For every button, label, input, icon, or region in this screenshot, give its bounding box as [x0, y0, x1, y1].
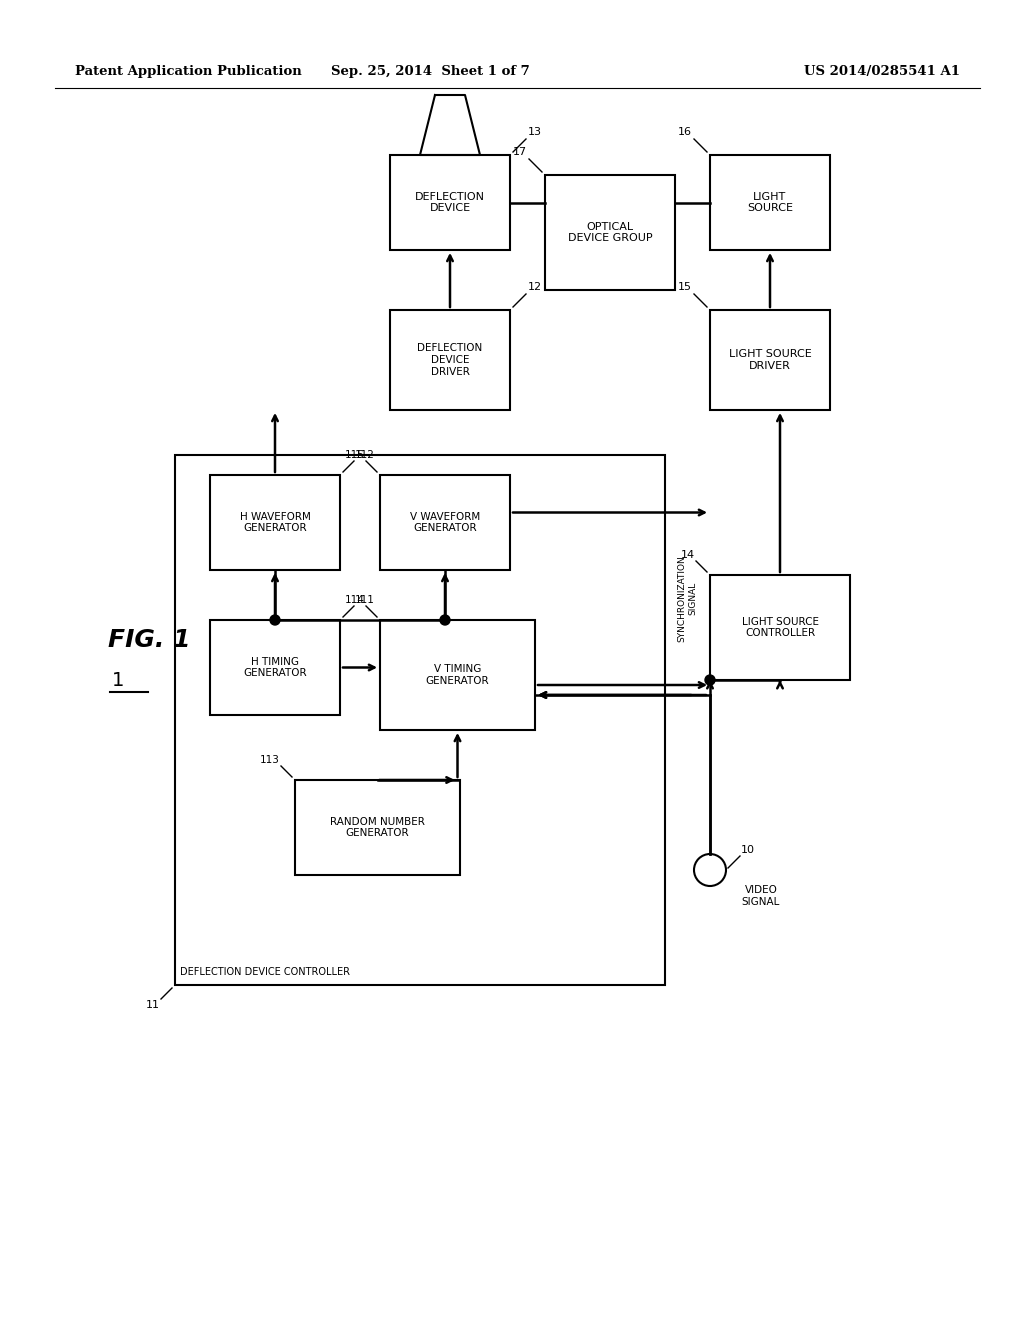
Text: 10: 10 — [741, 845, 755, 855]
Text: OPTICAL
DEVICE GROUP: OPTICAL DEVICE GROUP — [567, 222, 652, 243]
Text: SYNCHRONIZATION
SIGNAL: SYNCHRONIZATION SIGNAL — [678, 556, 697, 642]
Text: 115: 115 — [345, 450, 365, 459]
Bar — [710, 576, 850, 680]
Text: VIDEO
SIGNAL: VIDEO SIGNAL — [741, 884, 780, 907]
Text: V TIMING
GENERATOR: V TIMING GENERATOR — [426, 664, 489, 686]
Text: Patent Application Publication: Patent Application Publication — [75, 66, 302, 78]
Text: FIG. 1: FIG. 1 — [108, 628, 190, 652]
Bar — [710, 310, 830, 411]
Bar — [380, 475, 510, 570]
Text: 12: 12 — [528, 282, 542, 292]
Circle shape — [705, 675, 715, 685]
Text: LIGHT SOURCE
CONTROLLER: LIGHT SOURCE CONTROLLER — [741, 616, 818, 639]
Text: LIGHT
SOURCE: LIGHT SOURCE — [746, 191, 793, 214]
Circle shape — [270, 615, 280, 624]
Text: 17: 17 — [513, 147, 527, 157]
Text: 1: 1 — [112, 671, 124, 689]
Text: LIGHT SOURCE
DRIVER: LIGHT SOURCE DRIVER — [729, 350, 811, 371]
Bar — [710, 154, 830, 249]
Circle shape — [694, 854, 726, 886]
Text: 112: 112 — [355, 450, 375, 459]
Text: DEFLECTION
DEVICE: DEFLECTION DEVICE — [415, 191, 485, 214]
Bar — [295, 780, 460, 875]
Text: 13: 13 — [528, 127, 542, 137]
Text: 15: 15 — [678, 282, 692, 292]
Text: US 2014/0285541 A1: US 2014/0285541 A1 — [804, 66, 961, 78]
Text: RANDOM NUMBER
GENERATOR: RANDOM NUMBER GENERATOR — [330, 817, 425, 838]
Bar — [380, 620, 535, 730]
Text: 114: 114 — [345, 595, 365, 605]
Text: DEFLECTION
DEVICE
DRIVER: DEFLECTION DEVICE DRIVER — [418, 343, 482, 376]
Text: Sep. 25, 2014  Sheet 1 of 7: Sep. 25, 2014 Sheet 1 of 7 — [331, 66, 529, 78]
Text: 111: 111 — [355, 595, 375, 605]
Text: 11: 11 — [146, 1001, 160, 1010]
Text: H TIMING
GENERATOR: H TIMING GENERATOR — [243, 657, 307, 678]
Text: V WAVEFORM
GENERATOR: V WAVEFORM GENERATOR — [410, 512, 480, 533]
Text: DEFLECTION DEVICE CONTROLLER: DEFLECTION DEVICE CONTROLLER — [180, 968, 350, 977]
Bar — [390, 154, 510, 249]
Bar — [545, 176, 675, 290]
Text: 16: 16 — [678, 127, 692, 137]
Text: 113: 113 — [260, 755, 280, 766]
Bar — [175, 455, 665, 985]
Bar — [390, 310, 510, 411]
Text: 14: 14 — [681, 550, 695, 560]
Bar — [210, 620, 340, 715]
Text: H WAVEFORM
GENERATOR: H WAVEFORM GENERATOR — [240, 512, 310, 533]
Bar — [210, 475, 340, 570]
Circle shape — [440, 615, 450, 624]
